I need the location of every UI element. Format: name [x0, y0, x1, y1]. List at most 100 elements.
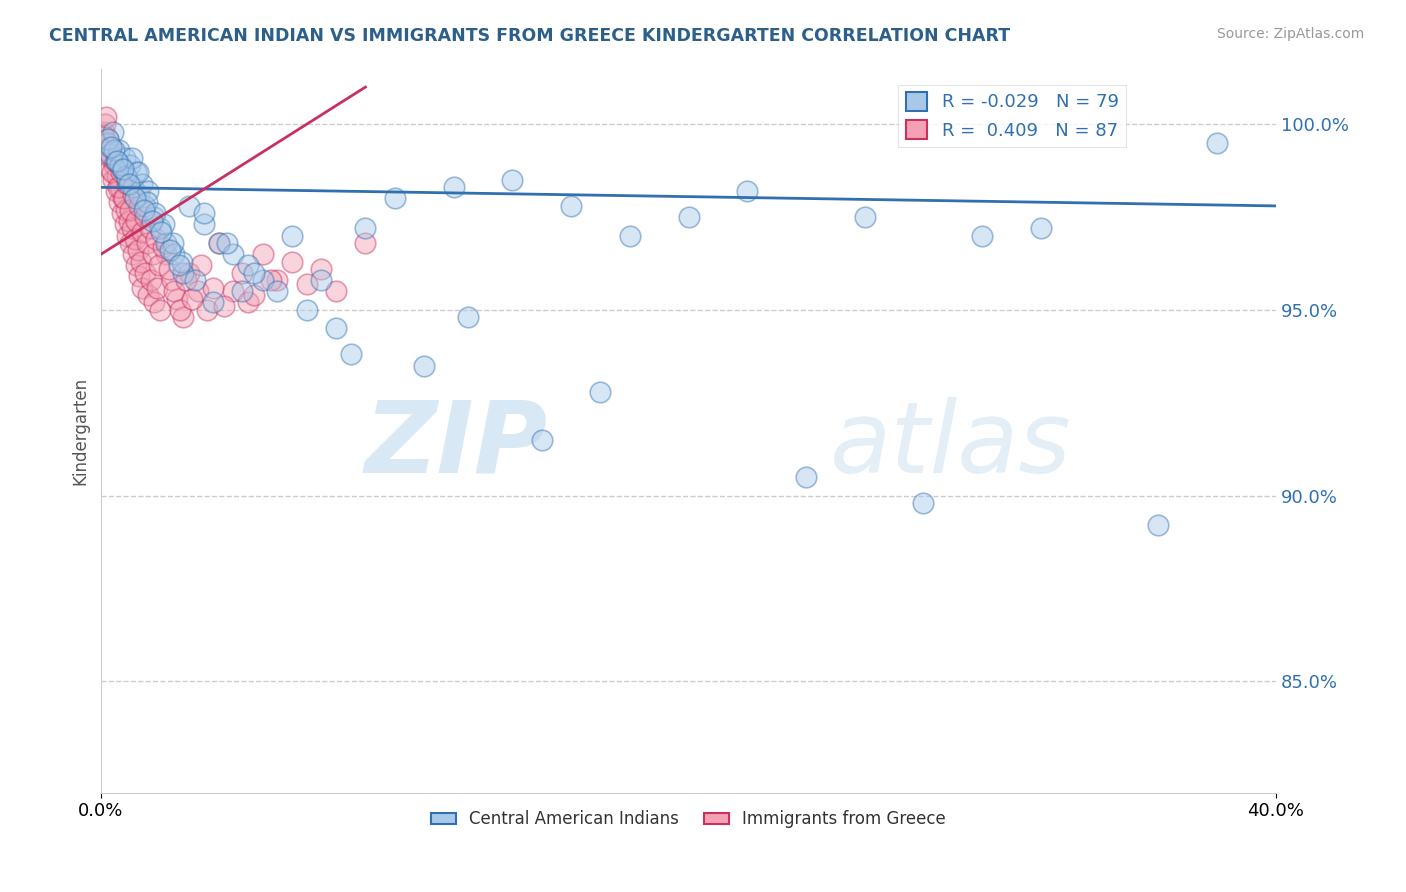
- Point: [311, 273, 333, 287]
- Point: [91, 136, 114, 150]
- Point: [201, 280, 224, 294]
- Point: [103, 158, 125, 172]
- Point: [121, 187, 143, 202]
- Point: [243, 288, 266, 302]
- Point: [129, 254, 152, 268]
- Point: [125, 214, 148, 228]
- Point: [231, 285, 253, 299]
- Point: [131, 177, 153, 191]
- Point: [148, 258, 170, 272]
- Point: [115, 177, 138, 191]
- Point: [160, 273, 183, 287]
- Point: [163, 285, 186, 299]
- Point: [201, 295, 224, 310]
- Point: [100, 139, 122, 153]
- Point: [174, 273, 197, 287]
- Point: [619, 228, 641, 243]
- Point: [163, 247, 186, 261]
- Point: [135, 195, 157, 210]
- Point: [104, 154, 127, 169]
- Point: [136, 184, 159, 198]
- Point: [100, 151, 122, 165]
- Point: [110, 206, 132, 220]
- Point: [295, 277, 318, 291]
- Point: [281, 228, 304, 243]
- Point: [145, 232, 167, 246]
- Text: atlas: atlas: [830, 397, 1071, 493]
- Point: [560, 199, 582, 213]
- Point: [142, 210, 165, 224]
- Point: [132, 202, 155, 217]
- Point: [236, 295, 259, 310]
- Point: [128, 269, 150, 284]
- Point: [105, 154, 128, 169]
- Point: [107, 180, 129, 194]
- Point: [121, 221, 143, 235]
- Point: [125, 165, 148, 179]
- Point: [413, 359, 436, 373]
- Point: [97, 132, 120, 146]
- Point: [260, 273, 283, 287]
- Point: [589, 384, 612, 399]
- Point: [1029, 221, 1052, 235]
- Legend: Central American Indians, Immigrants from Greece: Central American Indians, Immigrants fro…: [425, 804, 953, 835]
- Point: [501, 173, 523, 187]
- Point: [136, 288, 159, 302]
- Point: [295, 302, 318, 317]
- Point: [120, 235, 142, 250]
- Point: [134, 199, 156, 213]
- Point: [1147, 518, 1170, 533]
- Point: [179, 199, 201, 213]
- Text: Source: ZipAtlas.com: Source: ZipAtlas.com: [1216, 27, 1364, 41]
- Point: [155, 235, 177, 250]
- Point: [124, 232, 146, 246]
- Point: [115, 169, 138, 184]
- Point: [139, 221, 162, 235]
- Point: [222, 247, 245, 261]
- Point: [214, 299, 236, 313]
- Point: [443, 180, 465, 194]
- Point: [93, 125, 115, 139]
- Point: [104, 184, 127, 198]
- Point: [145, 206, 167, 220]
- Point: [115, 202, 138, 217]
- Point: [127, 165, 149, 179]
- Point: [311, 262, 333, 277]
- Point: [125, 258, 148, 272]
- Point: [141, 214, 163, 228]
- Point: [117, 173, 139, 187]
- Y-axis label: Kindergarten: Kindergarten: [72, 376, 89, 484]
- Point: [159, 244, 181, 258]
- Point: [170, 254, 193, 268]
- Point: [107, 195, 129, 210]
- Point: [127, 244, 149, 258]
- Point: [118, 177, 141, 191]
- Point: [167, 258, 190, 272]
- Point: [193, 206, 215, 220]
- Point: [96, 143, 118, 157]
- Point: [222, 285, 245, 299]
- Point: [105, 169, 128, 184]
- Point: [1206, 136, 1229, 150]
- Point: [354, 235, 377, 250]
- Point: [266, 273, 288, 287]
- Point: [179, 266, 201, 280]
- Point: [96, 110, 118, 124]
- Point: [112, 192, 135, 206]
- Point: [98, 161, 121, 176]
- Point: [120, 158, 142, 172]
- Point: [93, 128, 115, 143]
- Point: [207, 235, 229, 250]
- Point: [101, 173, 124, 187]
- Point: [112, 192, 135, 206]
- Point: [155, 247, 177, 261]
- Point: [217, 235, 239, 250]
- Point: [94, 117, 117, 131]
- Point: [912, 496, 935, 510]
- Point: [972, 228, 994, 243]
- Point: [97, 132, 120, 146]
- Point: [139, 273, 162, 287]
- Point: [149, 302, 172, 317]
- Point: [231, 266, 253, 280]
- Point: [118, 202, 141, 217]
